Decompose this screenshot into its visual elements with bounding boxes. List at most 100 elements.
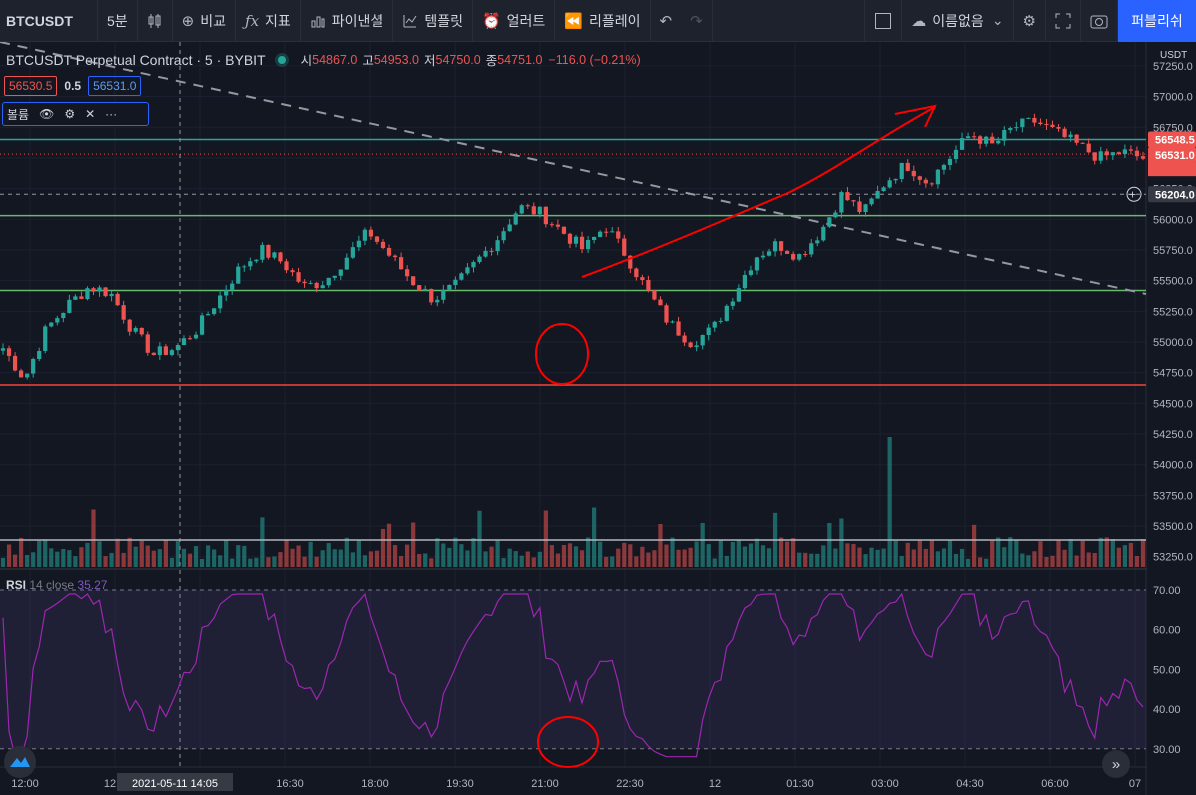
pine-label: 파이낸셜 xyxy=(331,12,384,29)
snapshot-button[interactable] xyxy=(1081,0,1118,42)
settings-icon[interactable]: ⚙ xyxy=(64,107,76,121)
close-icon[interactable]: ✕ xyxy=(85,107,96,121)
sell-price-button[interactable]: 56530.5 xyxy=(4,76,58,96)
chart-type-button[interactable] xyxy=(138,0,173,42)
volume-bar xyxy=(899,555,904,567)
rsi-line xyxy=(2,592,1144,758)
volume-bar xyxy=(224,540,229,567)
volume-bar xyxy=(537,551,542,567)
volume-bar xyxy=(501,558,506,567)
undo-button[interactable]: ↶ xyxy=(651,0,682,42)
price-tick-label: 54250.0 xyxy=(1153,429,1193,441)
time-tick-label: 2021-05-11 14:05 xyxy=(132,778,218,790)
volume-legend[interactable]: 볼륨 👁 ⚙ ✕ ··· xyxy=(2,102,149,126)
candle-body xyxy=(929,183,934,185)
candle-body xyxy=(447,284,452,290)
candle-body xyxy=(754,257,760,271)
candle-body xyxy=(471,262,476,268)
volume-bar xyxy=(833,548,838,567)
settings-button[interactable]: ⚙ xyxy=(1014,0,1046,42)
candle-body xyxy=(350,247,355,258)
rsi-pane xyxy=(0,589,1146,758)
volume-bar xyxy=(718,540,723,567)
candle-body xyxy=(332,275,337,278)
candle-body xyxy=(616,231,621,239)
time-tick-label: 07 xyxy=(1129,778,1141,790)
trend-line xyxy=(0,42,1147,295)
candle-body xyxy=(12,355,18,371)
volume-bar xyxy=(724,555,729,567)
redo-button[interactable]: ↷ xyxy=(681,0,713,42)
volume-bar xyxy=(984,558,989,567)
chart-canvas[interactable]: 57250.057000.056750.056500.056250.056000… xyxy=(0,42,1196,795)
candle-body xyxy=(785,250,790,254)
candle-body xyxy=(55,318,60,323)
tradingview-logo[interactable] xyxy=(4,746,36,778)
candle-body xyxy=(290,270,295,273)
volume-bar xyxy=(242,545,247,567)
volume-bar xyxy=(278,552,283,567)
fullscreen-button[interactable] xyxy=(1046,0,1081,42)
volume-bar xyxy=(827,523,832,567)
volume-bar xyxy=(121,552,126,567)
legend-high-value: 54953.0 xyxy=(373,52,420,67)
candle-body xyxy=(953,149,959,159)
candle-body xyxy=(284,261,289,271)
volume-bar xyxy=(700,522,705,567)
candle-body xyxy=(1092,152,1097,161)
volume-bar xyxy=(218,555,223,567)
candle-body xyxy=(537,206,542,215)
candle-body xyxy=(809,243,814,255)
volume-bar xyxy=(1050,555,1055,567)
candle-body xyxy=(591,236,597,241)
volume-bar xyxy=(368,551,374,567)
main-pane-bg xyxy=(0,42,1146,795)
volume-bar xyxy=(332,549,337,567)
volume-bar xyxy=(133,546,138,567)
fx-icon: ƒx xyxy=(245,11,260,30)
volume-bar xyxy=(49,548,54,567)
interval-button[interactable]: 5분 xyxy=(98,0,138,42)
candle-body xyxy=(181,338,187,346)
scroll-to-realtime-button[interactable]: » xyxy=(1102,750,1130,778)
fullscreen-icon xyxy=(1055,13,1071,28)
volume-bar xyxy=(766,548,772,567)
compare-button[interactable]: ⊕ 비교 xyxy=(173,0,237,42)
volume-bar xyxy=(453,537,458,567)
replay-button[interactable]: ⏪ 리플레이 xyxy=(555,0,651,42)
volume-bar xyxy=(205,545,211,567)
volume-bar xyxy=(296,545,301,567)
indicators-button[interactable]: ƒx 지표 xyxy=(236,0,301,42)
volume-bar xyxy=(815,553,820,567)
templates-button[interactable]: 템플릿 xyxy=(393,0,473,42)
pine-button[interactable]: 파이낸셜 xyxy=(301,0,394,42)
legend-open-value: 54867.0 xyxy=(312,52,358,67)
layout-toggle-button[interactable] xyxy=(864,0,903,42)
volume-bar xyxy=(447,547,452,567)
candles-icon xyxy=(148,13,161,28)
price-tick-label: 57250.0 xyxy=(1153,61,1193,73)
candle-body xyxy=(248,261,253,267)
candle-body xyxy=(984,136,989,144)
volume-bar xyxy=(423,553,428,567)
candle-body xyxy=(718,320,723,322)
legend-close-label: 종 xyxy=(485,54,498,68)
candle-body xyxy=(31,358,36,374)
more-icon[interactable]: ··· xyxy=(105,107,118,121)
alert-button[interactable]: ⏰ 얼러트 xyxy=(473,0,556,42)
eye-icon[interactable]: 👁 xyxy=(39,107,55,121)
candle-body xyxy=(778,241,784,251)
buy-price-button[interactable]: 56531.0 xyxy=(88,76,142,96)
volume-bar xyxy=(483,551,488,567)
volume-bar xyxy=(682,549,687,567)
volume-bar xyxy=(344,537,349,567)
price-tick-label: 55000.0 xyxy=(1153,337,1193,349)
publish-label: 퍼블리쉬 xyxy=(1131,12,1183,29)
market-status-dot[interactable] xyxy=(277,55,286,64)
annotation-circle-rsi xyxy=(537,716,599,768)
candle-body xyxy=(1002,130,1007,141)
symbol-search[interactable]: BTCUSDT xyxy=(0,0,98,42)
layout-name-dropdown[interactable]: ☁ 이름없음 ⌄ xyxy=(902,0,1014,42)
spread-value: 0.5 xyxy=(64,79,82,93)
publish-button[interactable]: 퍼블리쉬 xyxy=(1118,0,1196,42)
